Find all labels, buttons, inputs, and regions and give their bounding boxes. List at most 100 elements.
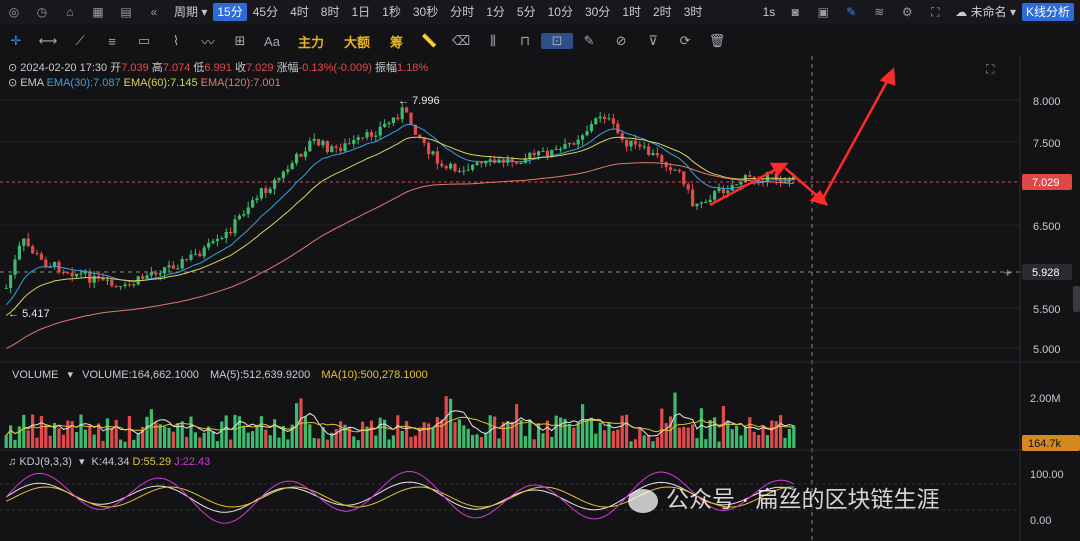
volume-bar [132, 439, 136, 448]
close-value: 7.029 [245, 62, 274, 74]
candle [400, 107, 404, 120]
trash-icon[interactable]: 🗑 [708, 33, 726, 48]
period-1min[interactable]: 1分 [486, 5, 505, 19]
candle [774, 173, 778, 180]
menu-icon[interactable]: ◎ [8, 5, 20, 19]
chips-button[interactable]: 筹 [390, 34, 404, 50]
candle [576, 139, 580, 145]
rewind-icon[interactable]: « [150, 5, 158, 19]
rect-icon[interactable]: ▭ [137, 33, 151, 48]
home-icon[interactable]: ⌂ [66, 5, 74, 19]
bars-icon[interactable]: ▤ [120, 5, 132, 19]
volume-bar [642, 435, 646, 448]
text-icon[interactable]: Aa [264, 33, 280, 49]
volume-bar [97, 423, 101, 448]
amp-label: 振幅 [375, 62, 398, 74]
fib-icon[interactable]: ≡ [108, 33, 116, 49]
period-30min[interactable]: 30分 [584, 5, 611, 19]
period-30s[interactable]: 30秒 [412, 5, 439, 19]
candle [686, 184, 690, 190]
volume-bar [563, 418, 567, 448]
candle [365, 132, 369, 138]
candle [255, 198, 259, 201]
speed-selector[interactable]: 1s [762, 5, 776, 19]
fullscreen-icon[interactable]: ⛶ [931, 5, 940, 19]
volume-bar [141, 426, 145, 448]
volume-bar [655, 437, 659, 448]
filter-icon[interactable]: ⊽ [648, 33, 658, 48]
candle-icon[interactable]: ⫼ [490, 33, 497, 48]
image-icon[interactable]: ▣ [817, 5, 829, 19]
kdj-k: K:44.34 [91, 456, 130, 468]
candle [620, 133, 624, 140]
volume-bar [299, 398, 303, 448]
pen-icon[interactable]: ✎ [846, 5, 857, 19]
lock-icon[interactable]: ⊓ [519, 33, 531, 48]
candle [176, 268, 180, 270]
ruler-icon[interactable]: 📏 [420, 33, 438, 48]
candle [290, 163, 294, 170]
calendar-icon[interactable]: ▦ [92, 5, 104, 19]
candle [783, 181, 787, 183]
hline-icon[interactable]: ⟷ [38, 33, 58, 48]
candle [242, 214, 246, 216]
visibility-icon[interactable]: ⊙ [8, 62, 18, 74]
period-10min[interactable]: 10分 [547, 5, 573, 19]
volume-dropdown-icon[interactable]: ▾ [67, 369, 74, 381]
period-8h[interactable]: 8时 [320, 5, 340, 19]
sync-icon[interactable]: ⟳ [679, 33, 691, 48]
period-1d[interactable]: 1日 [351, 5, 371, 19]
main-force-button[interactable]: 主力 [298, 34, 325, 50]
magnet-icon[interactable]: ⊡ [541, 33, 574, 49]
candle [506, 159, 510, 163]
period-1s[interactable]: 1秒 [382, 5, 401, 19]
candle [581, 135, 585, 140]
volume-bar [660, 408, 664, 448]
eraser-icon[interactable]: ⌫ [451, 33, 471, 48]
crosshair-icon[interactable]: ✛ [10, 33, 22, 48]
link-icon[interactable]: ⊘ [615, 33, 627, 48]
wave-icon[interactable]: 〰 [201, 34, 215, 50]
period-selector[interactable]: 周期 ▾ [174, 5, 208, 19]
trendline-icon[interactable]: ⟋ [75, 33, 85, 48]
period-3h[interactable]: 3时 [683, 5, 703, 19]
candle [559, 148, 563, 150]
period-2h[interactable]: 2时 [653, 5, 672, 19]
kdj-axis-100: 100.00 [1030, 469, 1064, 481]
candle [427, 142, 431, 155]
brush-icon[interactable]: ⌇ [172, 33, 180, 48]
kline-analysis-button[interactable]: K线分析 [1021, 3, 1074, 21]
add-crosshair-icon[interactable]: + [1004, 265, 1012, 280]
measure-icon[interactable]: ⊞ [234, 33, 246, 48]
layout-name-button[interactable]: ☁ 未命名 ▾ [955, 5, 1016, 19]
candle [268, 188, 272, 193]
candle [127, 284, 131, 286]
volume-bar [369, 420, 373, 448]
note-icon[interactable]: ✎ [583, 33, 595, 48]
volume-bar [176, 423, 180, 448]
layers-icon[interactable]: ≋ [874, 5, 885, 19]
period-1h[interactable]: 1时 [622, 5, 641, 19]
candle [721, 187, 725, 194]
kdj-dropdown-icon[interactable]: ▾ [78, 456, 85, 468]
volume-bar [215, 441, 219, 448]
period-15min[interactable]: 15分 [213, 3, 247, 21]
bell-icon[interactable]: ♫ [8, 456, 17, 468]
scroll-handle[interactable] [1073, 286, 1080, 312]
period-5min[interactable]: 5分 [516, 5, 536, 19]
candle [185, 259, 189, 261]
period-4h[interactable]: 4时 [290, 5, 309, 19]
maximize-icon[interactable]: ⛶ [985, 62, 995, 76]
period-45min[interactable]: 45分 [252, 5, 279, 19]
ema-visibility-icon[interactable]: ⊙ [8, 77, 18, 89]
period-timeshare[interactable]: 分时 [450, 5, 475, 19]
clock-icon[interactable]: ◷ [36, 5, 48, 19]
camera-icon[interactable]: ◙ [791, 5, 799, 19]
price-axis-label: 5.500 [1033, 304, 1061, 316]
candle [611, 118, 615, 124]
candle [48, 267, 52, 269]
large-order-button[interactable]: 大额 [344, 34, 371, 50]
candle [70, 272, 74, 277]
candle [26, 238, 30, 247]
settings-icon[interactable]: ⚙ [901, 5, 913, 19]
